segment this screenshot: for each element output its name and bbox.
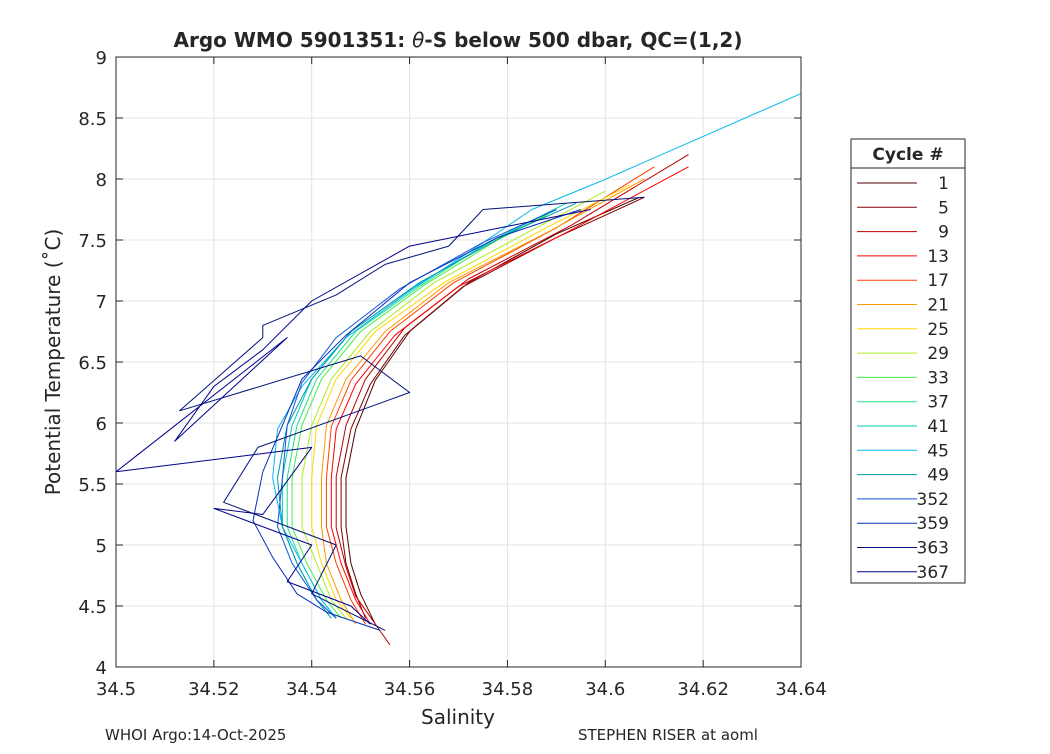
x-tick-label: 34.62	[677, 679, 729, 700]
title-theta-symbol: θ	[412, 28, 424, 52]
legend-label-cycle-37: 37	[927, 393, 949, 413]
legend-label-cycle-21: 21	[927, 296, 949, 316]
y-tick-label: 4	[96, 658, 107, 679]
footer-left: WHOI Argo:14-Oct-2025	[105, 726, 286, 744]
x-axis-label: Salinity	[421, 705, 495, 729]
chart-title: Argo WMO 5901351: θ-S below 500 dbar, QC…	[174, 28, 743, 52]
series-line-cycle-13	[330, 166, 689, 625]
legend-label-cycle-1: 1	[938, 174, 949, 194]
title-suffix: -S below 500 dbar, QC=(1,2)	[424, 28, 742, 52]
legend-label-cycle-41: 41	[927, 417, 949, 437]
y-tick-label: 4.5	[78, 597, 107, 618]
legend-label-cycle-45: 45	[927, 441, 949, 461]
x-tick-label: 34.54	[286, 679, 338, 700]
x-tick-label: 34.56	[384, 679, 436, 700]
legend-label-cycle-49: 49	[927, 466, 949, 486]
series-line-cycle-17	[325, 166, 655, 625]
series-line-cycle-9	[335, 154, 689, 646]
legend-box	[850, 138, 966, 584]
y-tick-label: 6.5	[78, 353, 107, 374]
legend-label-cycle-363: 363	[917, 539, 949, 559]
legend-label-cycle-367: 367	[917, 563, 949, 583]
legend-label-cycle-5: 5	[938, 198, 949, 218]
y-tick-label: 9	[96, 48, 107, 69]
title-prefix: Argo WMO 5901351:	[174, 28, 413, 52]
series-line-cycle-33	[291, 209, 557, 619]
legend: Cycle # 1 5 9 13 17 21 25 29 33 37 41 45 49 352 359 363…	[850, 138, 966, 584]
legend-label-cycle-352: 352	[917, 490, 949, 510]
series-line-cycle-21	[321, 178, 645, 625]
legend-label-cycle-33: 33	[927, 368, 949, 388]
legend-label-cycle-13: 13	[927, 247, 949, 267]
legend-items: 1 5 9 13 17 21 25 29 33 37 41 45 49 352 359 363 367	[857, 174, 949, 583]
legend-label-cycle-17: 17	[927, 271, 949, 291]
legend-label-cycle-29: 29	[927, 344, 949, 364]
y-tick-label: 7.5	[78, 231, 107, 252]
x-tick-label: 34.6	[585, 679, 625, 700]
x-tick-label: 34.58	[482, 679, 534, 700]
legend-label-cycle-25: 25	[927, 320, 949, 340]
x-tick-label: 34.52	[188, 679, 240, 700]
series-layer	[115, 93, 802, 646]
y-tick-label: 7	[96, 292, 107, 313]
footer-right: STEPHEN RISER at aoml	[578, 726, 758, 744]
x-tick-label: 34.5	[96, 679, 136, 700]
series-line-cycle-25	[311, 184, 630, 619]
y-axis-label: Potential Temperature (˚C)	[41, 229, 65, 496]
x-tick-label: 34.64	[775, 679, 827, 700]
y-tick-label: 8	[96, 170, 107, 191]
series-line-cycle-363	[179, 196, 645, 631]
series-line-cycle-45	[272, 93, 802, 619]
y-tick-label: 8.5	[78, 109, 107, 130]
y-tick-label: 5	[96, 536, 107, 557]
y-tick-label: 6	[96, 414, 107, 435]
y-tick-label: 5.5	[78, 475, 107, 496]
legend-title: Cycle #	[872, 145, 943, 165]
legend-label-cycle-9: 9	[938, 223, 949, 243]
series-line-cycle-5	[340, 196, 645, 619]
series-line-cycle-359	[252, 209, 581, 631]
legend-label-cycle-359: 359	[917, 514, 949, 534]
axis-ticks: 34.5 34.52 34.54 34.56 34.58 34.6 34.62 34.64 4 4…	[78, 48, 826, 700]
series-line-cycle-29	[301, 190, 606, 619]
